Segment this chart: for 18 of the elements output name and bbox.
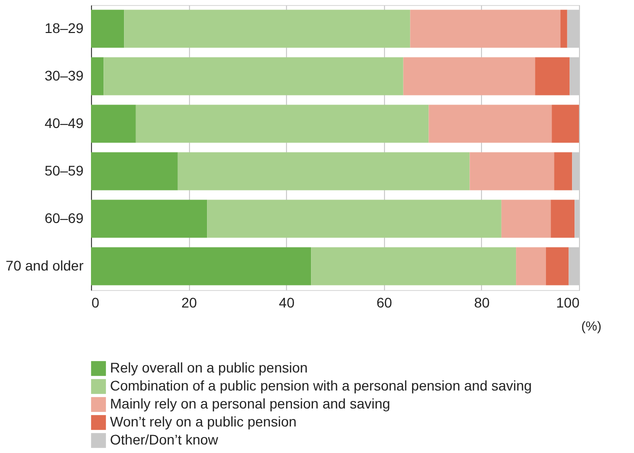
legend-label: Other/Don’t know: [110, 432, 220, 448]
x-tick-label: 20: [181, 294, 198, 310]
y-tick-label: 18–29: [44, 20, 84, 36]
y-tick-label: 50–59: [44, 162, 84, 178]
legend-label: Mainly rely on a personal pension and saving: [110, 396, 390, 412]
x-tick-label: 100: [556, 294, 580, 310]
legend-label: Won’t rely on a public pension: [110, 414, 297, 430]
x-tick-label: 0: [92, 294, 100, 310]
x-tick-label: 40: [278, 294, 295, 310]
legend-label: Combination of a public pension with a personal pension and saving: [110, 378, 532, 394]
legend-label: Rely overall on a public pension: [110, 360, 308, 376]
y-tick-label: 30–39: [44, 67, 84, 84]
x-tick-label: 80: [474, 294, 490, 310]
y-tick-label: 40–49: [44, 114, 84, 131]
y-tick-label: 60–69: [44, 210, 84, 226]
x-tick-label: 60: [376, 294, 392, 310]
x-axis-title: (%): [581, 318, 602, 334]
y-tick-label: 70 and older: [6, 257, 84, 274]
